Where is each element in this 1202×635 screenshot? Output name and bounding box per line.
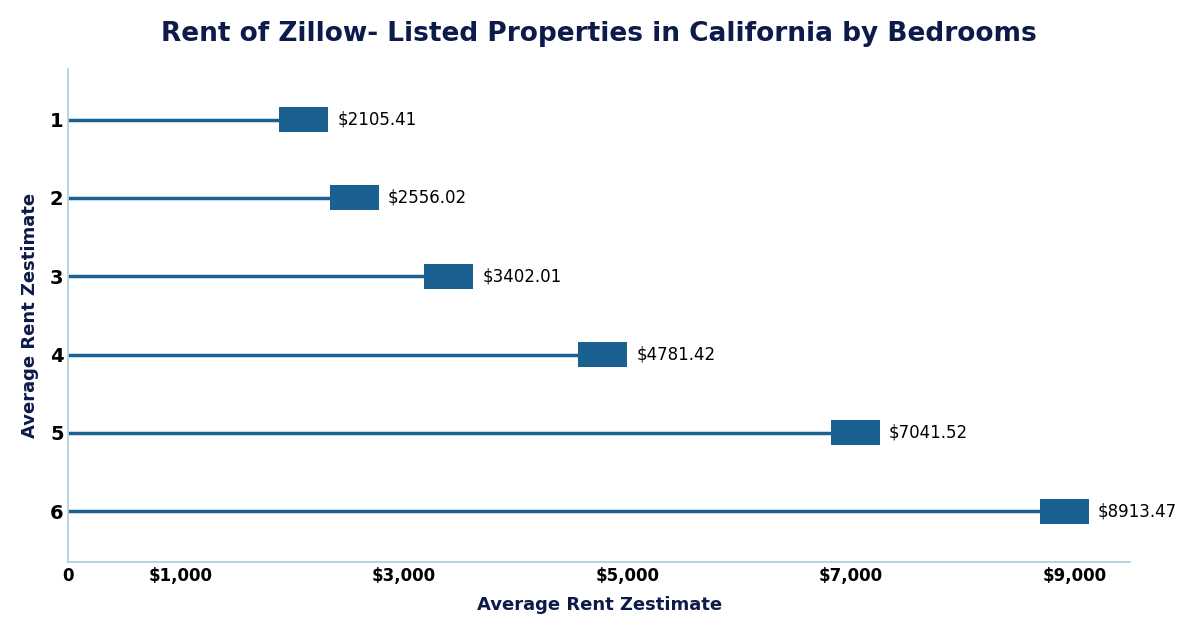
Bar bbox=[578, 342, 627, 367]
Bar bbox=[1040, 498, 1089, 524]
Text: $7041.52: $7041.52 bbox=[889, 424, 968, 442]
X-axis label: Average Rent Zestimate: Average Rent Zestimate bbox=[477, 596, 722, 614]
Bar bbox=[831, 420, 880, 446]
Bar bbox=[329, 185, 379, 210]
Title: Rent of Zillow- Listed Properties in California by Bedrooms: Rent of Zillow- Listed Properties in Cal… bbox=[161, 21, 1037, 47]
Y-axis label: Average Rent Zestimate: Average Rent Zestimate bbox=[20, 193, 38, 438]
Text: $2105.41: $2105.41 bbox=[338, 110, 417, 128]
Bar bbox=[424, 264, 474, 289]
Text: $3402.01: $3402.01 bbox=[482, 267, 561, 285]
Bar bbox=[279, 107, 328, 132]
Text: $2556.02: $2556.02 bbox=[387, 189, 466, 207]
Text: $4781.42: $4781.42 bbox=[636, 345, 715, 364]
Text: $8913.47: $8913.47 bbox=[1099, 502, 1177, 520]
